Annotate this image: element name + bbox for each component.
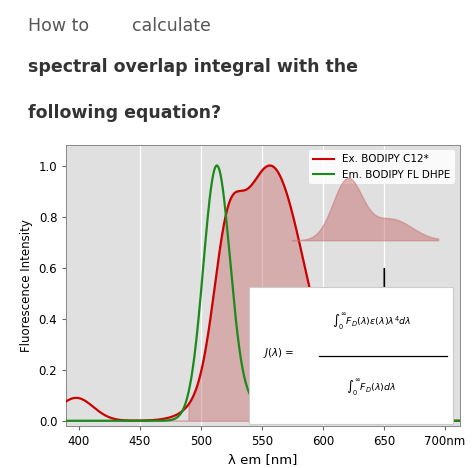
- Legend: Ex. BODIPY C12*, Em. BODIPY FL DHPE: Ex. BODIPY C12*, Em. BODIPY FL DHPE: [309, 150, 455, 184]
- Text: calculate: calculate: [132, 17, 211, 35]
- X-axis label: λ em [nm]: λ em [nm]: [228, 453, 298, 467]
- Text: $\int_{0}^{\infty}F_D(\lambda)\varepsilon(\lambda)\lambda^4 d\lambda$: $\int_{0}^{\infty}F_D(\lambda)\varepsilo…: [332, 312, 411, 332]
- Text: $J(\lambda) =$: $J(\lambda) =$: [263, 346, 294, 360]
- Text: following equation?: following equation?: [27, 104, 221, 123]
- Text: How to: How to: [27, 17, 89, 35]
- FancyBboxPatch shape: [248, 287, 453, 424]
- Text: spectral overlap integral with the: spectral overlap integral with the: [27, 58, 358, 76]
- Text: $\int_{0}^{\infty}F_D(\lambda)d\lambda$: $\int_{0}^{\infty}F_D(\lambda)d\lambda$: [346, 378, 397, 398]
- Y-axis label: Fluorescence Intensity: Fluorescence Intensity: [20, 219, 33, 352]
